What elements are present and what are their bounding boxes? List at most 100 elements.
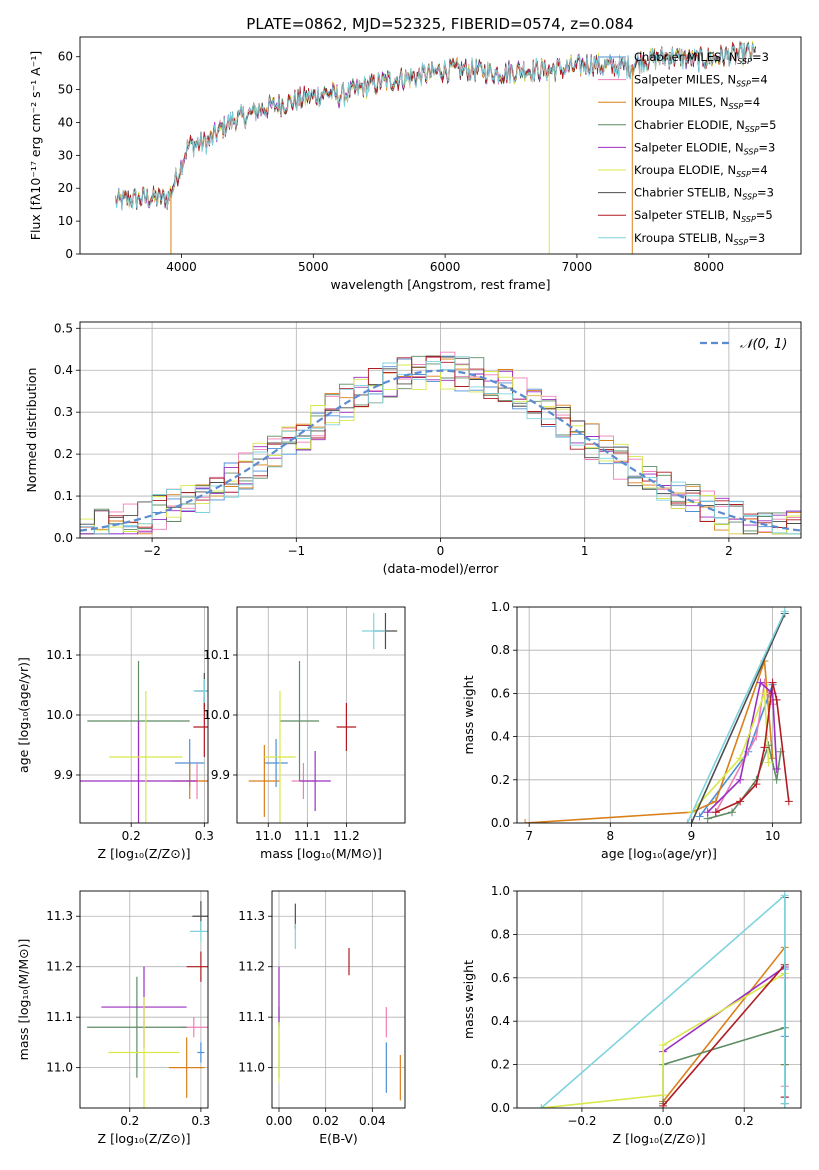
y-tick-label: 60 bbox=[58, 50, 73, 64]
x-tick-label: 0.02 bbox=[312, 1114, 339, 1128]
axes-frame bbox=[79, 36, 802, 255]
x-tick-label: 8000 bbox=[693, 260, 724, 274]
weight-marker bbox=[764, 741, 773, 750]
legend-label: Chabrier MILES, N bbox=[634, 50, 737, 64]
y-tick-label: 10.1 bbox=[46, 648, 73, 662]
weight-line bbox=[541, 972, 786, 1108]
x-tick-label: 8 bbox=[606, 829, 614, 843]
y-tick-label: 9.9 bbox=[211, 768, 230, 782]
plot-area bbox=[115, 40, 757, 254]
axes-frame bbox=[516, 606, 802, 824]
y-axis-label: Flux [fλ10⁻¹⁷ erg cm⁻² s⁻¹ A⁻¹] bbox=[28, 51, 43, 240]
weight-marker bbox=[521, 819, 530, 823]
weight-marker bbox=[728, 808, 737, 817]
legend-label: Chabrier STELIB, N bbox=[634, 186, 742, 200]
legend-sub: SSP bbox=[742, 193, 757, 202]
x-tick-label: 0.3 bbox=[191, 1114, 210, 1128]
x-axis-label: Z [log₁₀(Z/Z⊙)] bbox=[98, 1131, 191, 1146]
legend-value: =5 bbox=[760, 118, 777, 132]
legend-sub: SSP bbox=[745, 125, 760, 134]
weight-marker bbox=[756, 678, 765, 687]
legend-entry: Salpeter ELODIE, NSSP=3 bbox=[634, 140, 775, 156]
weight-marker bbox=[772, 775, 781, 784]
y-tick-label: 0 bbox=[65, 247, 73, 261]
weight-marker bbox=[760, 689, 769, 698]
y-tick-label: 1.0 bbox=[491, 884, 510, 898]
weight-marker bbox=[764, 758, 773, 767]
x-tick-label: 1 bbox=[581, 544, 589, 558]
weight-line bbox=[690, 613, 786, 823]
spectrum-line bbox=[115, 42, 757, 211]
y-tick-label: 0.4 bbox=[54, 363, 73, 377]
x-tick-label: 11.1 bbox=[294, 829, 321, 843]
legend-entry: Chabrier MILES, NSSP=3 bbox=[634, 50, 769, 66]
axes-frame bbox=[236, 606, 406, 824]
y-tick-label: 9.9 bbox=[54, 768, 73, 782]
x-axis-label: Z [log₁₀(Z/Z⊙)] bbox=[98, 846, 191, 861]
weight-marker bbox=[780, 607, 789, 616]
y-tick-label: 0.0 bbox=[491, 1101, 510, 1115]
y-tick-label: 10 bbox=[58, 214, 73, 228]
weight-marker bbox=[780, 891, 789, 900]
legend-entry: 𝒩(0, 1) bbox=[740, 337, 787, 352]
axes-frame bbox=[271, 890, 406, 1109]
x-tick-label: −2 bbox=[143, 544, 161, 558]
x-tick-label: 6000 bbox=[430, 260, 461, 274]
weight-marker bbox=[760, 743, 769, 752]
x-tick-label: 0.04 bbox=[359, 1114, 386, 1128]
x-tick-label: 0.0 bbox=[654, 1114, 673, 1128]
x-tick-label: 0.3 bbox=[195, 829, 214, 843]
legend-value: =3 bbox=[748, 231, 765, 245]
panel-spectrum: 4000 5000 6000 7000 8000 0 10 20 30 40 50 60 wavelen… bbox=[28, 36, 802, 292]
y-axis-label: mass weight bbox=[461, 675, 476, 754]
weight-marker bbox=[736, 775, 745, 784]
weight-line bbox=[707, 742, 782, 820]
weight-marker bbox=[736, 754, 745, 763]
plot-area bbox=[517, 607, 801, 823]
y-axis-label: age [log₁₀(age/yr)] bbox=[16, 657, 31, 773]
legend-sub: SSP bbox=[736, 80, 751, 89]
x-axis-label: mass [log₁₀(M/M⊙)] bbox=[260, 846, 382, 861]
weight-marker bbox=[659, 1041, 668, 1050]
y-tick-label: 0.8 bbox=[491, 643, 510, 657]
legend-label: Chabrier ELODIE, N bbox=[634, 118, 745, 132]
x-tick-label: 0.00 bbox=[266, 1114, 293, 1128]
panel-mass_vs_ebv: 0.00 0.02 0.04 11.0 11.1 11.2 11.3 E(B-V) bbox=[238, 890, 406, 1146]
y-tick-label: 0.6 bbox=[491, 686, 510, 700]
y-tick-label: 11.3 bbox=[238, 909, 265, 923]
panel-weight_vs_age: 7 8 9 10 0.0 0.2 0.4 0.6 0.8 1.0 age [log₁₀(age/yr… bbox=[461, 600, 802, 861]
y-tick-label: 0.2 bbox=[491, 1058, 510, 1072]
weight-marker bbox=[537, 1104, 546, 1108]
legend-value: =3 bbox=[758, 140, 775, 154]
y-tick-label: 10.1 bbox=[203, 648, 230, 662]
weight-marker bbox=[703, 808, 712, 817]
y-tick-label: 0.4 bbox=[491, 1014, 510, 1028]
x-axis-label: E(B-V) bbox=[319, 1131, 358, 1146]
y-tick-label: 40 bbox=[58, 115, 73, 129]
y-tick-label: 30 bbox=[58, 148, 73, 162]
y-tick-label: 10.0 bbox=[203, 708, 230, 722]
figure-title: PLATE=0862, MJD=52325, FIBERID=0574, z=0… bbox=[246, 15, 633, 33]
legend-sub: SSP bbox=[737, 57, 752, 66]
x-tick-label: 2 bbox=[725, 544, 733, 558]
panel-age_vs_z: 0.2 0.3 9.9 10.0 10.1 Z [log₁₀(Z/Z⊙)] age [log… bbox=[16, 606, 214, 861]
weight-marker bbox=[683, 819, 692, 823]
x-tick-label: −0.2 bbox=[567, 1114, 596, 1128]
x-axis-label: Z [log₁₀(Z/Z⊙)] bbox=[613, 1131, 706, 1146]
legend-label: Kroupa STELIB, N bbox=[634, 231, 734, 245]
y-tick-label: 0.2 bbox=[54, 447, 73, 461]
legend-entry: Salpeter MILES, NSSP=4 bbox=[634, 73, 768, 89]
weight-marker bbox=[736, 797, 745, 806]
x-axis-label: (data-model)/error bbox=[383, 561, 500, 576]
x-tick-label: 7 bbox=[525, 829, 533, 843]
weight-marker bbox=[752, 780, 761, 789]
normal-curve bbox=[80, 369, 801, 532]
plot-area bbox=[80, 891, 208, 1108]
weight-marker bbox=[659, 1090, 668, 1099]
weight-marker bbox=[768, 678, 777, 687]
legend-sub: SSP bbox=[736, 170, 751, 179]
y-tick-label: 10.0 bbox=[46, 708, 73, 722]
legend-sub: SSP bbox=[729, 102, 744, 111]
weight-marker bbox=[695, 812, 704, 821]
